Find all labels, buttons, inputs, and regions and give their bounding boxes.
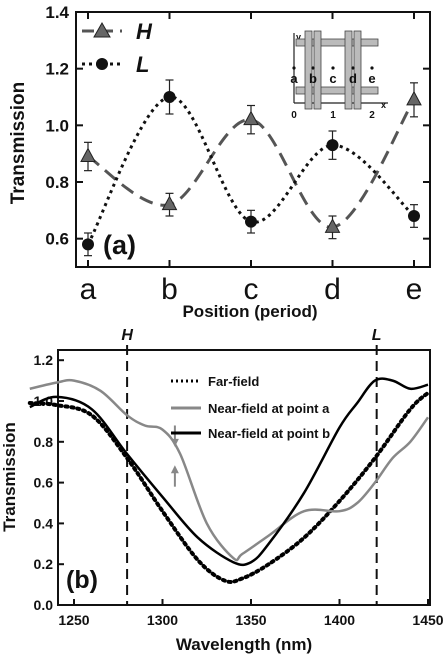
panel-a-y-tick-label: 1.4 bbox=[45, 3, 69, 22]
panel-b-x-ticks: 1250 1300 1350 1400 1450 bbox=[58, 599, 444, 628]
legend-near-field-a-label: Near-field at point a bbox=[208, 401, 330, 416]
inset-wire-v1 bbox=[304, 30, 313, 110]
inset-wire-v2 bbox=[313, 30, 322, 110]
panel-a-legend: H L bbox=[82, 19, 153, 77]
series-h-point-e bbox=[406, 90, 422, 106]
reference-line-label-l: L bbox=[372, 327, 382, 344]
panel-a-x-tick-label-a: a bbox=[80, 273, 97, 306]
panel-a-y-tick-label: 1.2 bbox=[45, 60, 69, 79]
series-l-point-c bbox=[245, 215, 257, 228]
panel-b-frame bbox=[57, 349, 431, 606]
panel-b-y-ticks: 0.00.20.40.60.81.01.2 bbox=[34, 352, 64, 613]
panel-a-frame bbox=[75, 11, 431, 268]
series-l-point-b bbox=[163, 91, 176, 103]
series-l-point-d bbox=[326, 139, 339, 152]
panel-b-y-tick-label: 0.4 bbox=[34, 515, 54, 531]
panel-a-x-tick-label-d: d bbox=[324, 273, 341, 306]
panel-b-x-tick-label: 1300 bbox=[147, 612, 178, 628]
reference-line-label-h: H bbox=[121, 327, 133, 344]
inset-point-dot-b bbox=[311, 66, 315, 70]
series-l-point-a bbox=[82, 238, 94, 251]
inset-point-label-c: c bbox=[329, 71, 336, 86]
panel-a-label: (a) bbox=[103, 230, 136, 260]
inset-x-tick-label: 0 bbox=[291, 110, 297, 121]
panel-a-y-ticks: 0.6 0.8 1.0 1.2 1.4 bbox=[45, 3, 430, 249]
series-far-field-line bbox=[27, 390, 430, 584]
inset-point-label-d: d bbox=[349, 71, 357, 86]
panel-b: 0.00.20.40.60.81.01.2 1250 1300 1350 1400 14… bbox=[0, 327, 444, 654]
series-h-point-b bbox=[161, 195, 178, 211]
inset-point-dot-e bbox=[370, 66, 374, 70]
panel-b-legend: Far-field Near-field at point a Near-fie… bbox=[171, 374, 330, 441]
series-h-point-a bbox=[80, 147, 96, 162]
panel-b-y-tick-label: 0.8 bbox=[34, 434, 54, 450]
legend-h-triangle-marker bbox=[93, 21, 111, 38]
legend-far-field-label: Far-field bbox=[208, 374, 259, 389]
inset-point-label-a: a bbox=[290, 71, 298, 86]
panel-b-y-tick-label: 1.2 bbox=[34, 352, 54, 368]
inset-wire-v3 bbox=[344, 30, 353, 110]
panel-a-x-tick-label-b: b bbox=[161, 273, 178, 306]
legend-near-field-b-label: Near-field at point b bbox=[208, 426, 330, 441]
annotation-arrow-head bbox=[170, 438, 179, 447]
panel-b-y-tick-label: 0.2 bbox=[34, 556, 54, 572]
series-near-field-at-point-b-line bbox=[29, 377, 429, 567]
panel-b-x-label: Wavelength (nm) bbox=[176, 635, 312, 654]
inset-point-dot-a bbox=[292, 66, 296, 70]
panel-a-series bbox=[80, 79, 422, 257]
legend-l-circle-marker bbox=[96, 58, 108, 70]
inset-point-label-b: b bbox=[309, 71, 317, 86]
inset-y-axis-label: y bbox=[296, 32, 301, 42]
panel-a-y-tick-label: 0.6 bbox=[45, 230, 69, 249]
panel-a-y-tick-label: 1.0 bbox=[45, 116, 69, 135]
inset-x-tick-label: 1 bbox=[330, 110, 336, 121]
panel-a-y-label: Transmission bbox=[8, 82, 29, 205]
panel-b-x-tick-label: 1350 bbox=[235, 612, 266, 628]
legend-h-label: H bbox=[136, 19, 153, 44]
panel-b-arrows bbox=[170, 425, 179, 487]
series-near-field-at-point-a-line bbox=[29, 378, 430, 562]
series-h-point-d bbox=[324, 218, 341, 233]
panel-b-series bbox=[27, 377, 430, 584]
inset-point-label-e: e bbox=[368, 71, 375, 86]
panel-b-y-tick-label: 0.6 bbox=[34, 475, 54, 491]
inset-point-dot-c bbox=[331, 66, 335, 70]
panel-a-x-tick-label-c: c bbox=[244, 273, 259, 306]
inset-wire-h1 bbox=[295, 38, 379, 47]
annotation-arrow-head bbox=[170, 465, 179, 474]
panel-b-x-tick-label: 1250 bbox=[58, 612, 89, 628]
panel-b-label: (b) bbox=[66, 566, 98, 594]
panel-b-x-tick-label: 1450 bbox=[412, 612, 443, 628]
panel-b-y-label: Transmission bbox=[0, 422, 19, 532]
inset-x-tick-label: 2 bbox=[369, 110, 375, 121]
inset-wire-v4 bbox=[353, 30, 362, 110]
legend-l-label: L bbox=[136, 52, 149, 77]
inset-x-ticks: 0 1 2 bbox=[291, 110, 375, 121]
panel-a-x-label: Position (period) bbox=[182, 302, 317, 321]
series-h-point-c bbox=[243, 110, 259, 126]
inset-point-dot-d bbox=[351, 66, 355, 70]
panel-a-y-tick-label: 0.8 bbox=[45, 173, 69, 192]
inset-wire-h2 bbox=[295, 86, 379, 95]
panel-b-x-tick-label: 1400 bbox=[324, 612, 355, 628]
inset-x-axis-label: x bbox=[381, 100, 386, 110]
series-l-point-e bbox=[408, 210, 420, 222]
panel-b-y-tick-label: 0.0 bbox=[34, 597, 54, 613]
panel-a-x-tick-label-e: e bbox=[406, 273, 423, 306]
